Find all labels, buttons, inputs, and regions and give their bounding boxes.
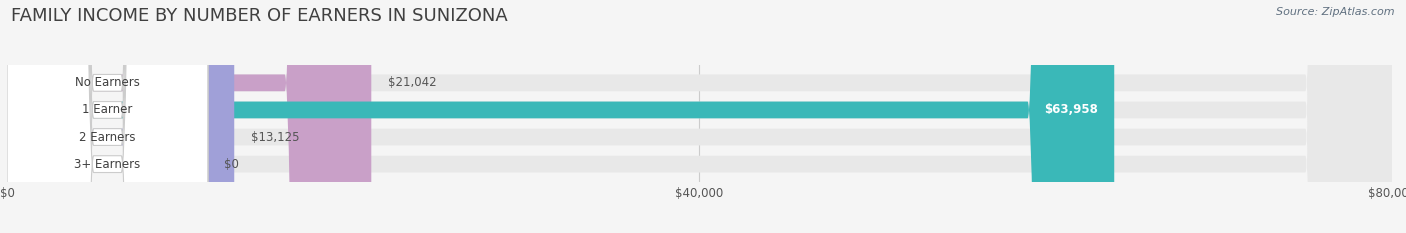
FancyBboxPatch shape (7, 0, 1392, 233)
Text: FAMILY INCOME BY NUMBER OF EARNERS IN SUNIZONA: FAMILY INCOME BY NUMBER OF EARNERS IN SU… (11, 7, 508, 25)
FancyBboxPatch shape (7, 0, 1392, 233)
FancyBboxPatch shape (7, 0, 371, 233)
Text: 2 Earners: 2 Earners (79, 130, 136, 144)
FancyBboxPatch shape (7, 0, 1392, 233)
FancyBboxPatch shape (7, 0, 235, 233)
Text: $0: $0 (225, 158, 239, 171)
FancyBboxPatch shape (7, 0, 208, 233)
FancyBboxPatch shape (7, 0, 208, 233)
Text: $63,958: $63,958 (1043, 103, 1098, 116)
FancyBboxPatch shape (7, 0, 1392, 233)
Text: 3+ Earners: 3+ Earners (75, 158, 141, 171)
FancyBboxPatch shape (7, 0, 208, 233)
Text: $21,042: $21,042 (388, 76, 436, 89)
FancyBboxPatch shape (7, 0, 208, 233)
FancyBboxPatch shape (7, 0, 1114, 233)
Text: Source: ZipAtlas.com: Source: ZipAtlas.com (1277, 7, 1395, 17)
Text: $13,125: $13,125 (250, 130, 299, 144)
Text: 1 Earner: 1 Earner (82, 103, 132, 116)
Text: No Earners: No Earners (75, 76, 139, 89)
